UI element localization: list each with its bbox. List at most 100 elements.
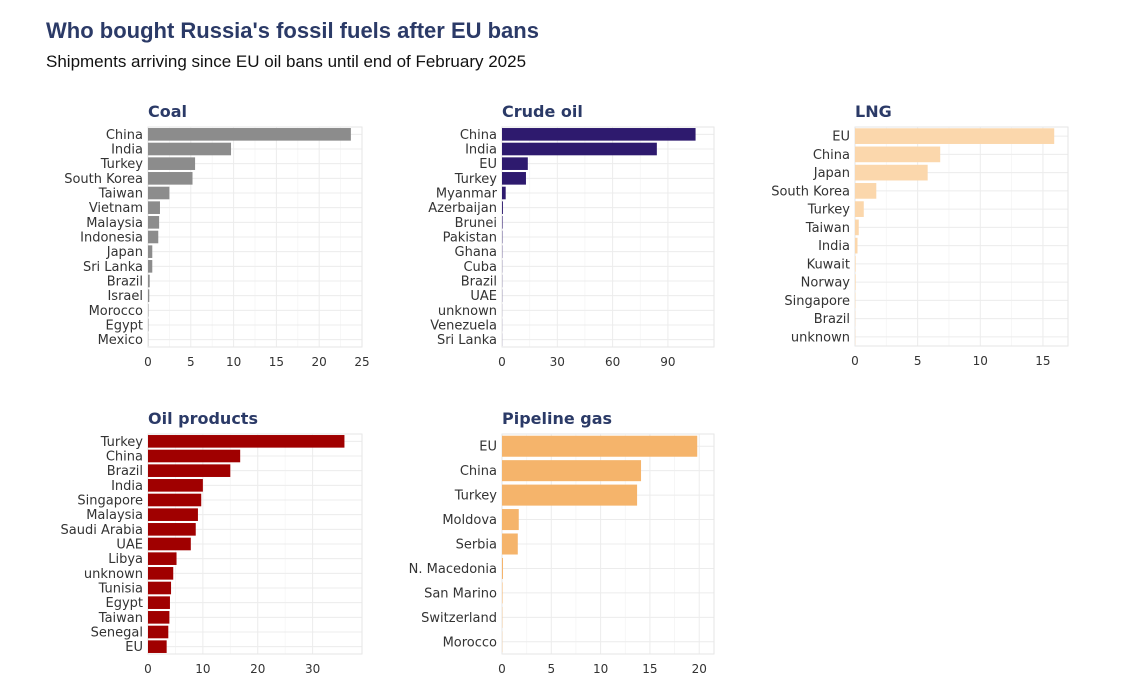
x-tick-label: 20	[250, 662, 265, 676]
category-label: Brazil	[461, 275, 497, 290]
bar[interactable]	[148, 596, 170, 609]
bar[interactable]	[502, 157, 528, 170]
category-label: India	[111, 143, 143, 158]
bar[interactable]	[502, 533, 518, 555]
bar[interactable]	[148, 216, 160, 229]
bar[interactable]	[148, 537, 191, 551]
bar[interactable]	[855, 274, 856, 290]
bar[interactable]	[148, 186, 170, 200]
category-label: UAE	[116, 538, 143, 553]
category-label: Brazil	[107, 464, 143, 479]
bar[interactable]	[148, 508, 198, 521]
category-label: Indonesia	[80, 231, 143, 246]
category-label: India	[818, 239, 850, 254]
category-label: Brunei	[455, 216, 497, 231]
category-label: South Korea	[771, 184, 850, 199]
bar[interactable]	[855, 201, 864, 217]
bar[interactable]	[148, 449, 241, 463]
bar[interactable]	[855, 183, 877, 199]
panel-crude-oil: Crude oil ChinaIndiaEUTurkeyMyanmarAzerba…	[428, 102, 715, 369]
x-tick-label: 25	[354, 355, 369, 369]
bar[interactable]	[502, 142, 657, 156]
bar[interactable]	[855, 256, 856, 272]
bar[interactable]	[502, 186, 506, 200]
bar[interactable]	[148, 260, 153, 273]
category-label: Turkey	[100, 435, 144, 450]
bar[interactable]	[502, 216, 503, 229]
x-tick-label: 90	[660, 355, 675, 369]
category-label: unknown	[84, 567, 143, 582]
panel-title: Oil products	[148, 409, 258, 428]
bar[interactable]	[855, 219, 859, 236]
bar[interactable]	[502, 557, 503, 579]
bar[interactable]	[502, 128, 696, 141]
bar[interactable]	[148, 157, 196, 170]
category-label: Ghana	[455, 245, 498, 260]
bar[interactable]	[148, 493, 202, 507]
bar[interactable]	[855, 164, 928, 181]
bar[interactable]	[148, 230, 159, 244]
bar[interactable]	[148, 464, 231, 477]
category-label: Moldova	[442, 513, 497, 528]
bar[interactable]	[502, 460, 642, 482]
bar[interactable]	[855, 128, 1055, 144]
x-tick-label: 0	[498, 355, 506, 369]
bar[interactable]	[148, 128, 351, 141]
panel-title: LNG	[855, 102, 892, 121]
bar[interactable]	[148, 172, 193, 185]
x-tick-label: 10	[195, 662, 210, 676]
panel-title: Pipeline gas	[502, 409, 612, 428]
category-label: Senegal	[91, 626, 143, 641]
bar[interactable]	[148, 274, 150, 288]
bar[interactable]	[855, 237, 858, 254]
category-label: Norway	[801, 276, 851, 291]
category-label: Japan	[813, 166, 850, 181]
bar[interactable]	[502, 201, 503, 214]
bar[interactable]	[148, 245, 153, 258]
bar[interactable]	[148, 581, 172, 595]
bar[interactable]	[148, 479, 203, 492]
x-tick-label: 0	[144, 662, 152, 676]
bar[interactable]	[502, 484, 638, 506]
bar[interactable]	[148, 142, 232, 156]
category-label: Taiwan	[98, 187, 143, 202]
category-label: China	[460, 128, 497, 143]
category-label: Tunisia	[98, 582, 143, 597]
bar[interactable]	[148, 567, 174, 580]
category-label: Taiwan	[98, 611, 143, 626]
x-tick-label: 10	[973, 354, 988, 368]
category-label: Azerbaijan	[428, 201, 497, 216]
category-label: EU	[479, 157, 497, 172]
x-tick-label: 5	[547, 662, 555, 676]
x-tick-label: 0	[498, 662, 506, 676]
category-label: EU	[479, 440, 497, 455]
bar[interactable]	[148, 552, 177, 565]
x-tick-label: 15	[642, 662, 657, 676]
category-label: unknown	[791, 330, 850, 345]
category-label: Brazil	[107, 275, 143, 290]
bar[interactable]	[148, 611, 170, 624]
panel-title: Crude oil	[502, 102, 583, 121]
category-label: Taiwan	[805, 221, 850, 236]
x-tick-label: 10	[593, 662, 608, 676]
category-label: Mexico	[98, 333, 143, 348]
x-tick-label: 5	[187, 355, 195, 369]
bar[interactable]	[502, 509, 519, 531]
bar[interactable]	[148, 289, 150, 302]
bar[interactable]	[148, 523, 196, 536]
category-label: India	[465, 143, 497, 158]
category-label: Malaysia	[86, 216, 143, 231]
bar[interactable]	[148, 435, 345, 448]
bar[interactable]	[502, 172, 526, 185]
category-label: EU	[832, 130, 850, 145]
bar[interactable]	[855, 146, 941, 163]
category-label: UAE	[470, 289, 497, 304]
bar[interactable]	[502, 435, 698, 457]
bar[interactable]	[148, 625, 169, 639]
x-tick-label: 30	[550, 355, 565, 369]
x-tick-label: 0	[851, 354, 859, 368]
bar[interactable]	[148, 201, 160, 214]
category-label: Venezuela	[430, 319, 497, 334]
category-label: Morocco	[89, 304, 143, 319]
bar[interactable]	[148, 640, 167, 653]
